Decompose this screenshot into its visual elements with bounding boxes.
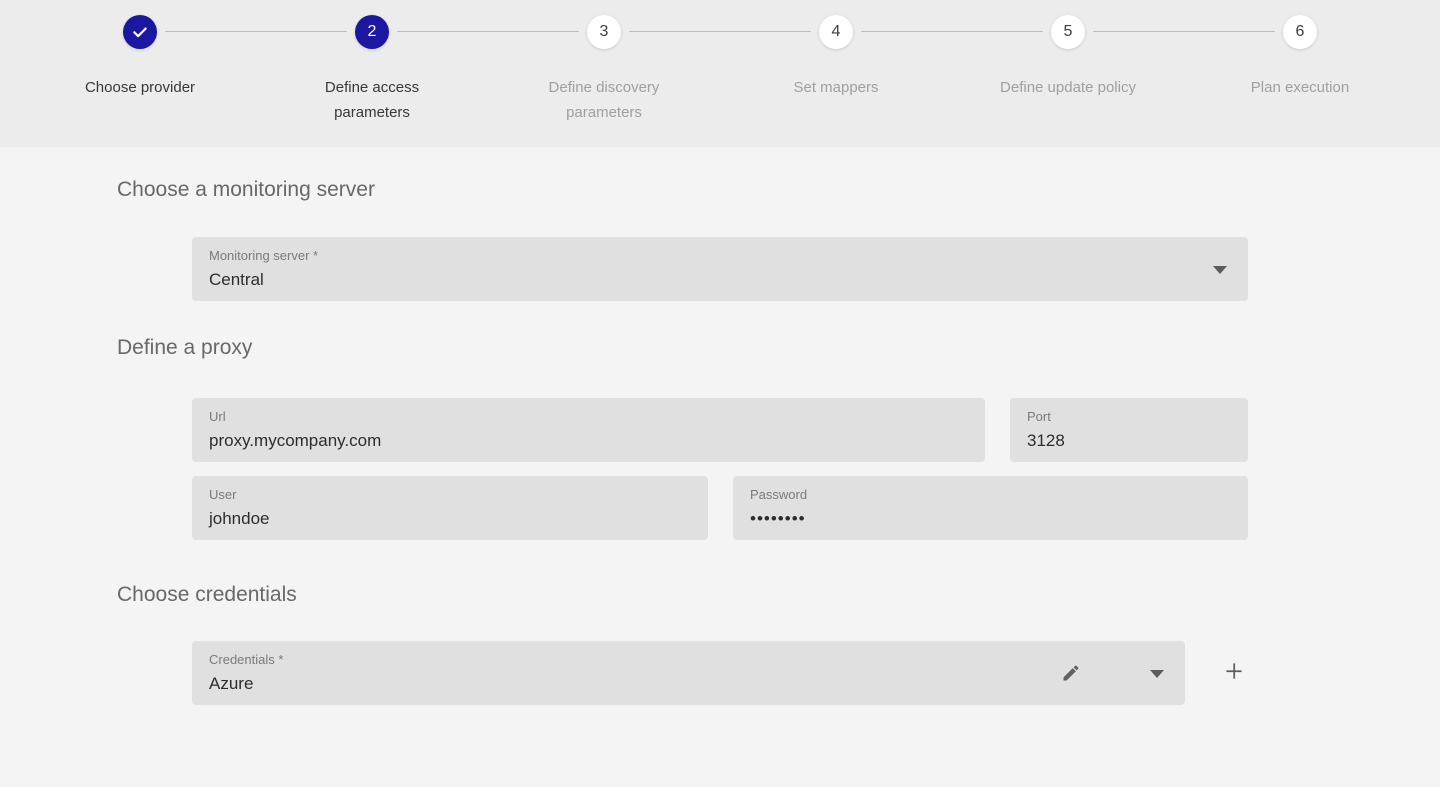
step-circle: 4 [819,15,853,49]
step-number: 6 [1295,23,1305,40]
steps-row: Choose provider 2 Define access paramete… [0,0,1440,125]
step-label: Choose provider [84,79,196,96]
wizard-stepper: Choose provider 2 Define access paramete… [0,0,1440,147]
proxy-url-input[interactable]: Url proxy.mycompany.com [192,398,985,462]
step-number: 4 [831,23,841,40]
pencil-icon[interactable] [1061,663,1081,683]
step-number: 2 [367,23,377,40]
proxy-section-heading: Define a proxy [117,336,253,359]
step-circle: 5 [1051,15,1085,49]
step-connector [861,31,1043,32]
step-circle-active: 2 [355,15,389,49]
step-connector [1093,31,1275,32]
proxy-port-label: Port [1027,409,1051,424]
step-circle: 3 [587,15,621,49]
step-define-access-parameters[interactable]: 2 Define access parameters [256,0,488,125]
proxy-port-input[interactable]: Port 3128 [1010,398,1248,462]
check-icon [131,23,149,41]
credentials-label: Credentials * [209,652,284,667]
monitoring-server-label: Monitoring server * [209,248,319,263]
step-connector [629,31,811,32]
proxy-port-value: 3128 [1027,431,1065,450]
credentials-select[interactable]: Credentials * Azure [192,641,1186,705]
step-choose-provider[interactable]: Choose provider [24,0,256,125]
plus-icon [1221,658,1247,689]
step-circle-completed [123,15,157,49]
step-connector [165,31,347,32]
step-plan-execution[interactable]: 6 Plan execution [1184,0,1416,125]
arrow-drop-down-icon[interactable] [1213,266,1227,274]
step-connector [397,31,579,32]
proxy-url-value: proxy.mycompany.com [209,431,382,450]
step-label: Define discovery parameters [548,79,660,121]
credentials-value: Azure [209,674,254,693]
wizard-step-content: Choose a monitoring server Monitoring se… [0,177,1440,705]
arrow-drop-down-icon[interactable] [1150,670,1165,678]
proxy-password-value: •••••••• [750,509,806,528]
step-number: 5 [1063,23,1073,40]
step-label: Plan execution [1250,79,1350,96]
monitoring-server-value: Central [209,270,264,289]
proxy-user-label: User [209,487,237,502]
add-credentials-button[interactable] [1220,659,1248,687]
step-define-discovery-parameters[interactable]: 3 Define discovery parameters [488,0,720,125]
step-label: Define update policy [1000,79,1136,96]
step-label: Set mappers [793,79,879,96]
step-label: Define access parameters [324,79,420,121]
step-define-update-policy[interactable]: 5 Define update policy [952,0,1184,125]
step-set-mappers[interactable]: 4 Set mappers [720,0,952,125]
proxy-user-input[interactable]: User johndoe [192,476,708,540]
proxy-password-label: Password [750,487,808,502]
proxy-user-value: johndoe [209,509,270,528]
step-circle: 6 [1283,15,1317,49]
credentials-section-heading: Choose credentials [117,583,297,606]
step-number: 3 [599,23,609,40]
monitoring-section-heading: Choose a monitoring server [117,178,375,201]
proxy-url-label: Url [209,409,226,424]
monitoring-server-select[interactable]: Monitoring server * Central [192,237,1248,301]
proxy-password-input[interactable]: Password •••••••• [733,476,1248,540]
